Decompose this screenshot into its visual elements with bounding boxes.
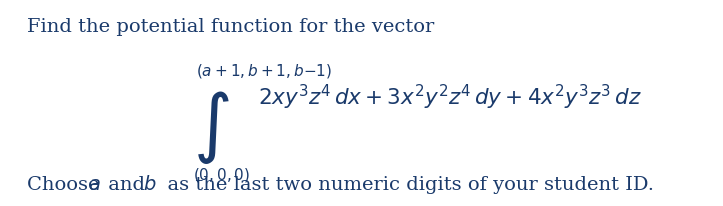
Text: and: and [102,177,151,194]
Text: as the last two numeric digits of your student ID.: as the last two numeric digits of your s… [155,177,654,194]
Text: $2xy^3z^4\,dx + 3x^2y^2z^4\,dy + 4x^2y^3z^3\,dz$: $2xy^3z^4\,dx + 3x^2y^2z^4\,dy + 4x^2y^3… [257,83,641,112]
Text: $(0,0,0)$: $(0,0,0)$ [193,166,250,184]
Text: Find the potential function for the vector: Find the potential function for the vect… [27,18,435,36]
Text: $(a+1, b+1, b{-}1)$: $(a+1, b+1, b{-}1)$ [196,62,332,80]
Text: Choose: Choose [27,177,106,194]
Text: $\int$: $\int$ [193,89,229,166]
Text: $b$: $b$ [143,176,156,194]
Text: $a$: $a$ [87,177,100,194]
